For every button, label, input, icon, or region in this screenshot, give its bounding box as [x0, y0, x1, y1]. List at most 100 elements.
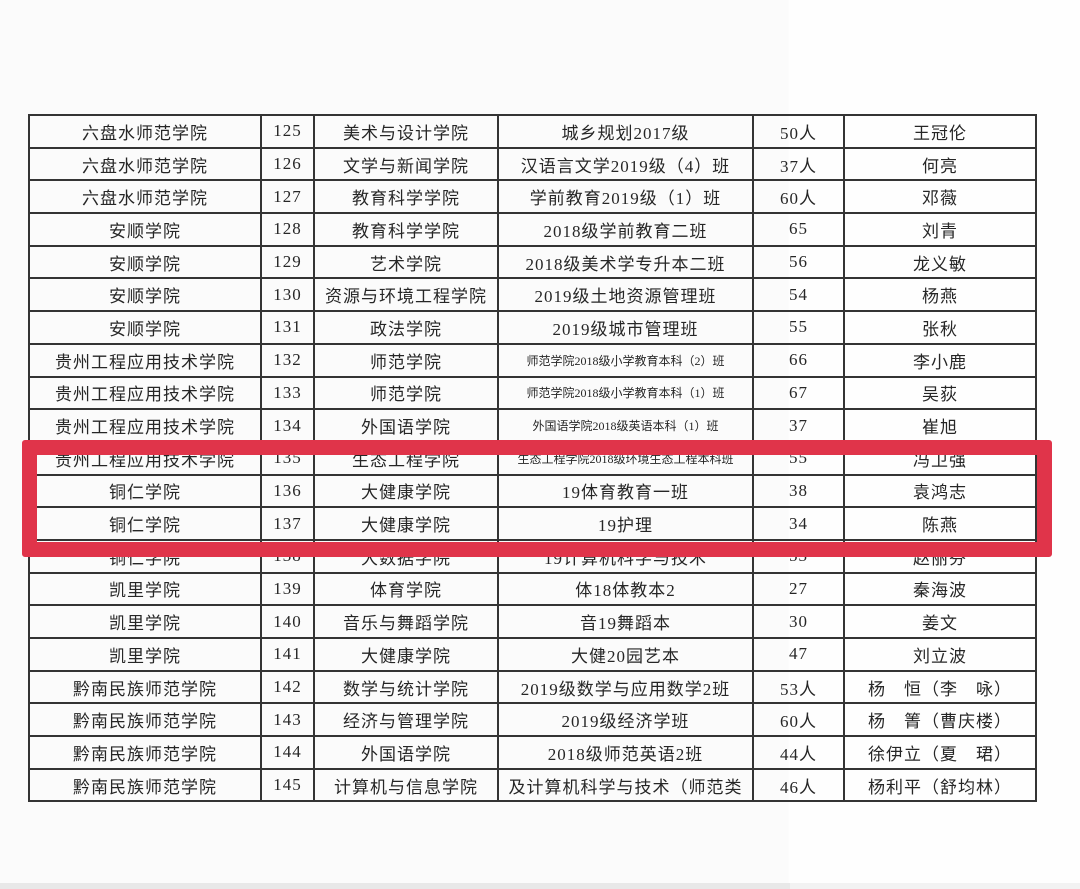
cell-college: 政法学院 — [313, 310, 499, 345]
table-row: 六盘水师范学院 125 美术与设计学院 城乡规划2017级 50人 王冠伦 — [28, 114, 1037, 149]
cell-class: 大健20园艺本 — [497, 637, 754, 672]
cell-name: 龙义敏 — [843, 244, 1037, 280]
cell-name: 李小鹿 — [843, 342, 1037, 378]
cell-school: 黔南民族师范学院 — [28, 767, 262, 803]
cell-class: 体18体教本2 — [497, 571, 754, 607]
table-row: 六盘水师范学院 127 教育科学学院 学前教育2019级（1）班 60人 邓薇 — [28, 179, 1037, 215]
cell-college: 大健康学院 — [313, 473, 499, 509]
cell-count: 60人 — [752, 179, 845, 215]
cell-school: 黔南民族师范学院 — [28, 735, 262, 770]
cell-school: 黔南民族师范学院 — [28, 702, 262, 738]
cell-no: 130 — [260, 277, 315, 313]
cell-no: 142 — [260, 669, 315, 705]
cell-class: 2018级学前教育二班 — [497, 212, 754, 247]
cell-count: 50人 — [752, 114, 845, 149]
cell-name: 刘立波 — [843, 637, 1037, 672]
cell-count: 46人 — [752, 767, 845, 803]
cell-class: 城乡规划2017级 — [497, 114, 754, 149]
table-row: 凯里学院 141 大健康学院 大健20园艺本 47 刘立波 — [28, 637, 1037, 672]
table-body: 六盘水师范学院 125 美术与设计学院 城乡规划2017级 50人 王冠伦 六盘水师范学院 1… — [28, 114, 1037, 803]
bottom-edge-shadow-right — [790, 883, 1080, 889]
cell-name: 杨利平（舒均林） — [843, 767, 1037, 803]
cell-no: 126 — [260, 146, 315, 182]
cell-school: 安顺学院 — [28, 212, 262, 247]
cell-college: 大健康学院 — [313, 506, 499, 541]
cell-no: 134 — [260, 408, 315, 443]
cell-no: 141 — [260, 637, 315, 672]
cell-count: 30 — [752, 604, 845, 639]
cell-school: 安顺学院 — [28, 310, 262, 345]
cell-name: 王冠伦 — [843, 114, 1037, 149]
cell-count: 34 — [752, 506, 845, 541]
cell-college: 计算机与信息学院 — [313, 767, 499, 803]
table-row: 安顺学院 130 资源与环境工程学院 2019级土地资源管理班 54 杨燕 — [28, 277, 1037, 313]
cell-no: 137 — [260, 506, 315, 541]
table-row: 贵州工程应用技术学院 132 师范学院 师范学院2018级小学教育本科（2）班 66 李小… — [28, 342, 1037, 378]
cell-class: 2018级师范英语2班 — [497, 735, 754, 770]
cell-no: 143 — [260, 702, 315, 738]
cell-name: 吴荻 — [843, 375, 1037, 411]
cell-college: 音乐与舞蹈学院 — [313, 604, 499, 639]
cell-school: 凯里学院 — [28, 637, 262, 672]
cell-school: 贵州工程应用技术学院 — [28, 342, 262, 378]
cell-school: 铜仁学院 — [28, 506, 262, 541]
cell-name: 杨 箐（曹庆楼） — [843, 702, 1037, 738]
cell-count: 37人 — [752, 146, 845, 182]
cell-school: 六盘水师范学院 — [28, 179, 262, 215]
cell-count: 55 — [752, 310, 845, 345]
table-row: 铜仁学院 137 大健康学院 19护理 34 陈燕 — [28, 506, 1037, 541]
cell-college: 师范学院 — [313, 342, 499, 378]
cell-no: 127 — [260, 179, 315, 215]
cell-name: 陈燕 — [843, 506, 1037, 541]
cell-no: 125 — [260, 114, 315, 149]
cell-class: 2018级美术学专升本二班 — [497, 244, 754, 280]
cell-no: 140 — [260, 604, 315, 639]
cell-count: 27 — [752, 571, 845, 607]
cell-no: 144 — [260, 735, 315, 770]
table-row: 铜仁学院 136 大健康学院 19体育教育一班 38 袁鸿志 — [28, 473, 1037, 509]
cell-name: 袁鸿志 — [843, 473, 1037, 509]
cell-school: 安顺学院 — [28, 277, 262, 313]
cell-class: 2019级土地资源管理班 — [497, 277, 754, 313]
cell-class: 2019级经济学班 — [497, 702, 754, 738]
cell-count: 56 — [752, 244, 845, 280]
table-row: 凯里学院 139 体育学院 体18体教本2 27 秦海波 — [28, 571, 1037, 607]
highlight-box — [22, 440, 1052, 557]
table-row: 贵州工程应用技术学院 134 外国语学院 外国语学院2018级英语本科（1）班 37 崔旭 — [28, 408, 1037, 443]
cell-count: 38 — [752, 473, 845, 509]
cell-no: 145 — [260, 767, 315, 803]
cell-school: 安顺学院 — [28, 244, 262, 280]
cell-school: 黔南民族师范学院 — [28, 669, 262, 705]
cell-college: 美术与设计学院 — [313, 114, 499, 149]
cell-count: 60人 — [752, 702, 845, 738]
table-row: 黔南民族师范学院 144 外国语学院 2018级师范英语2班 44人 徐伊立（夏 珺） — [28, 735, 1037, 770]
cell-college: 文学与新闻学院 — [313, 146, 499, 182]
cell-count: 54 — [752, 277, 845, 313]
cell-school: 六盘水师范学院 — [28, 114, 262, 149]
cell-school: 贵州工程应用技术学院 — [28, 375, 262, 411]
cell-college: 体育学院 — [313, 571, 499, 607]
cell-college: 大健康学院 — [313, 637, 499, 672]
cell-name: 何亮 — [843, 146, 1037, 182]
cell-school: 凯里学院 — [28, 571, 262, 607]
cell-name: 刘青 — [843, 212, 1037, 247]
cell-count: 37 — [752, 408, 845, 443]
cell-college: 外国语学院 — [313, 735, 499, 770]
cell-school: 六盘水师范学院 — [28, 146, 262, 182]
cell-college: 艺术学院 — [313, 244, 499, 280]
cell-class: 外国语学院2018级英语本科（1）班 — [497, 408, 754, 443]
cell-college: 外国语学院 — [313, 408, 499, 443]
cell-name: 杨燕 — [843, 277, 1037, 313]
cell-no: 136 — [260, 473, 315, 509]
table-row: 黔南民族师范学院 145 计算机与信息学院 及计算机科学与技术（师范类 46人 杨利平（舒… — [28, 767, 1037, 803]
cell-name: 徐伊立（夏 珺） — [843, 735, 1037, 770]
cell-no: 132 — [260, 342, 315, 378]
cell-class: 学前教育2019级（1）班 — [497, 179, 754, 215]
table-row: 黔南民族师范学院 143 经济与管理学院 2019级经济学班 60人杨 箐（曹庆楼） — [28, 702, 1037, 738]
cell-school: 铜仁学院 — [28, 473, 262, 509]
roster-table: 六盘水师范学院 125 美术与设计学院 城乡规划2017级 50人 王冠伦 六盘水师范学院 1… — [28, 114, 1037, 803]
cell-no: 128 — [260, 212, 315, 247]
table-row: 六盘水师范学院 126 文学与新闻学院 汉语言文学2019级（4）班 37人 何亮 — [28, 146, 1037, 182]
table-row: 凯里学院 140 音乐与舞蹈学院 音19舞蹈本 30 姜文 — [28, 604, 1037, 639]
cell-school: 贵州工程应用技术学院 — [28, 408, 262, 443]
